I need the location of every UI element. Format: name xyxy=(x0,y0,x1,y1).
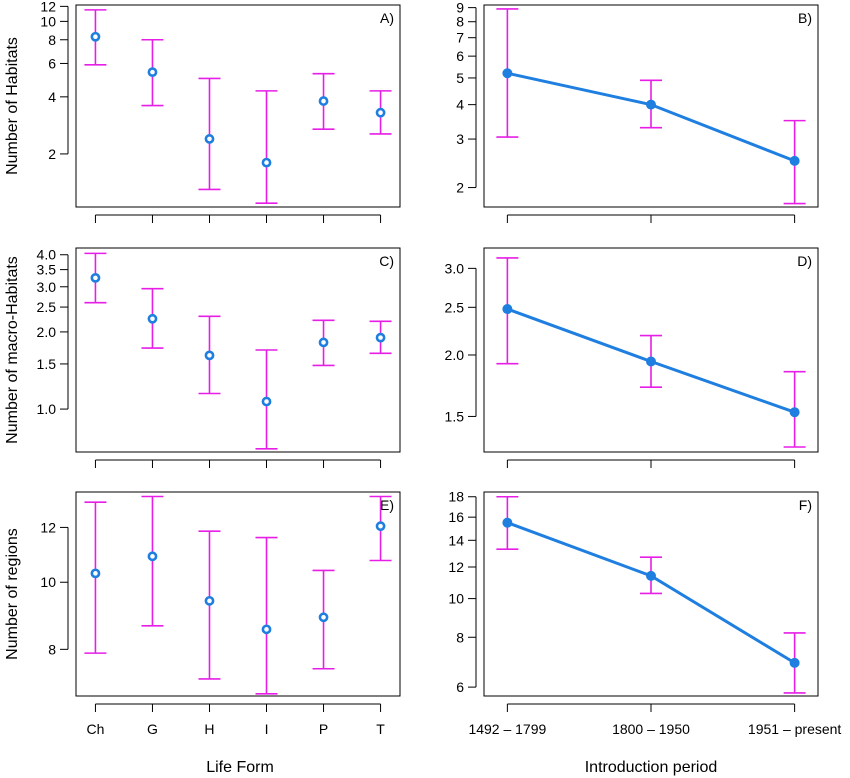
data-point xyxy=(502,304,513,315)
panel-frame xyxy=(75,491,401,697)
x-tick-label: G xyxy=(147,721,158,737)
data-point xyxy=(90,568,101,579)
data-point xyxy=(646,99,656,110)
x-tick-label: P xyxy=(319,721,328,737)
data-point xyxy=(147,551,158,562)
data-point xyxy=(375,107,386,118)
x-axis-title-life-form: Life Form xyxy=(206,759,274,776)
y-tick-label: 8 xyxy=(48,641,56,657)
panel-frame xyxy=(483,491,819,697)
data-point xyxy=(502,68,513,79)
data-point xyxy=(204,350,215,361)
x-tick-label: I xyxy=(265,721,269,737)
y-tick-label: 2.0 xyxy=(445,347,465,363)
panel-label: E) xyxy=(380,497,394,513)
y-tick-label: 6 xyxy=(456,679,464,695)
y-tick-label: 2 xyxy=(48,146,56,162)
panel-label: F) xyxy=(799,497,812,513)
x-tick-label: 1800 – 1950 xyxy=(612,721,690,737)
y-tick-label: 3 xyxy=(456,131,464,147)
y-axis-title: Number of regions xyxy=(4,528,21,660)
panel-c: 1.0 1.5 2.0 2.5 3.03.54.0 Number of macro-Hab… xyxy=(4,247,401,468)
y-tick-label: 1.5 xyxy=(37,356,57,372)
y-axis-title: Number of Habitats xyxy=(4,37,21,175)
x-tick-label: 1951 – present xyxy=(748,721,842,737)
y-tick-label: 10 xyxy=(40,574,56,590)
y-tick-label: 3.0 xyxy=(37,279,57,295)
panel-f: 6 8 10 12 14 16 18 1492 – 1799 1800 – 1950 1951 –… xyxy=(448,489,841,737)
y-tick-label: 2 xyxy=(456,180,464,196)
y-tick-label: 5 xyxy=(456,70,464,86)
x-axis-title-introduction: Introduction period xyxy=(585,759,718,776)
data-point xyxy=(789,657,800,668)
y-tick-label: 8 xyxy=(456,14,464,30)
y-tick-label: 4 xyxy=(456,97,464,113)
y-axis-title: Number of macro-Habitats xyxy=(4,256,21,444)
panel-label: D) xyxy=(797,253,812,269)
panel-frame xyxy=(75,247,401,453)
data-point xyxy=(789,407,800,418)
y-tick-label: 18 xyxy=(448,489,464,505)
y-tick-label: 12 xyxy=(40,519,56,535)
y-tick-label: 4.0 xyxy=(37,247,57,263)
y-tick-label: 12 xyxy=(40,0,56,14)
data-point xyxy=(646,356,656,367)
y-tick-label: 4 xyxy=(48,89,56,105)
x-tick-label: T xyxy=(376,721,385,737)
panel-frame xyxy=(483,247,819,453)
data-point xyxy=(646,570,656,581)
data-point xyxy=(261,157,272,168)
data-point xyxy=(261,396,272,407)
y-tick-label: 6 xyxy=(456,48,464,64)
panel-frame xyxy=(75,4,401,208)
y-tick-label: 2.5 xyxy=(37,299,57,315)
y-tick-label: 1.0 xyxy=(37,401,57,417)
data-point xyxy=(90,31,101,42)
data-point xyxy=(375,521,386,532)
y-tick-label: 16 xyxy=(448,509,464,525)
y-tick-label: 12 xyxy=(448,559,464,575)
data-point xyxy=(318,337,329,348)
data-point xyxy=(789,155,800,166)
y-tick-label: 3.5 xyxy=(37,262,57,278)
panel-e: 8 10 12 Number of regions Ch G H I P T E) xyxy=(4,491,401,737)
x-tick-label: Ch xyxy=(86,721,104,737)
x-tick-label: H xyxy=(204,721,214,737)
panel-label: A) xyxy=(380,10,394,26)
panel-b: 2 3 4 5 6 789 B) xyxy=(456,0,819,223)
y-tick-label: 10 xyxy=(448,591,464,607)
y-tick-label: 2.5 xyxy=(445,299,465,315)
data-point xyxy=(375,332,386,343)
y-tick-label: 10 xyxy=(40,13,56,29)
data-point xyxy=(90,272,101,283)
x-tick-label: 1492 – 1799 xyxy=(468,721,546,737)
y-tick-label: 7 xyxy=(456,30,464,46)
panel-d: 1.5 2.0 2.5 3.0 D) xyxy=(445,247,819,468)
y-tick-label: 6 xyxy=(48,55,56,71)
panel-frame xyxy=(483,4,819,208)
data-point xyxy=(318,612,329,623)
y-tick-label: 1.5 xyxy=(445,408,465,424)
data-point xyxy=(204,595,215,606)
y-tick-label: 14 xyxy=(448,532,464,548)
panel-label: B) xyxy=(798,10,812,26)
y-tick-label: 2.0 xyxy=(37,324,57,340)
panel-label: C) xyxy=(379,253,394,269)
y-tick-label: 8 xyxy=(48,32,56,48)
y-tick-label: 8 xyxy=(456,629,464,645)
y-tick-label: 3.0 xyxy=(445,260,465,276)
data-point xyxy=(147,313,158,324)
data-point xyxy=(502,517,513,528)
y-tick-label: 9 xyxy=(456,0,464,16)
data-point xyxy=(261,624,272,635)
data-point xyxy=(318,96,329,106)
data-point xyxy=(204,134,215,144)
data-point xyxy=(147,67,158,78)
